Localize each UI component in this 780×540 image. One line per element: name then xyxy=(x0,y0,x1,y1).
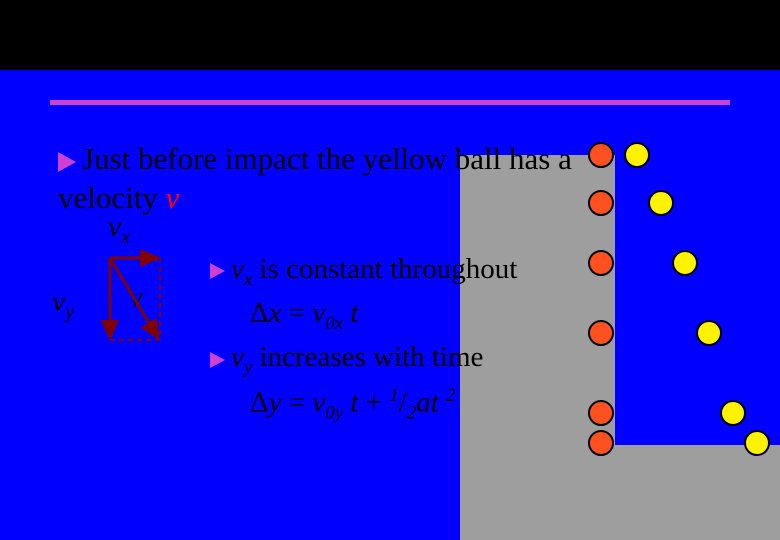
eq2-half-num: 1 xyxy=(389,385,398,406)
velocity-symbol: v xyxy=(166,180,180,215)
sub-bullet-2: vy increases with time xyxy=(210,338,640,380)
diamond-bullet-icon xyxy=(210,263,225,279)
b1-text: is constant throughout xyxy=(252,253,517,285)
eq2-half-den: 2 xyxy=(407,402,416,423)
eq2-t2: t xyxy=(431,386,439,418)
b2-text: increases with time xyxy=(252,341,483,373)
eq1-t: t xyxy=(350,297,358,329)
eq2-y: y xyxy=(269,386,282,418)
sub-bullet-1: vx is constant throughout xyxy=(210,250,640,292)
main-bullet: Just before impact the yellow ball has a… xyxy=(58,140,578,218)
eq2-delta: Δ xyxy=(250,386,269,418)
eq1-eq: = xyxy=(282,297,313,329)
eq2-a: a xyxy=(416,386,431,418)
equation-dy: Δy = v0y t + 1/2at 2 xyxy=(210,383,640,426)
eq2-expsp xyxy=(439,386,446,418)
eq2-v: v xyxy=(312,386,325,418)
vx-label: vx xyxy=(108,210,130,249)
vx-v: v xyxy=(108,210,121,243)
v-arrow xyxy=(110,258,158,338)
eq1-v: v xyxy=(312,297,325,329)
vy-v: v xyxy=(52,285,65,318)
eq1-delta: Δ xyxy=(250,297,269,329)
diamond-bullet-icon xyxy=(58,152,76,172)
eq1-x: x xyxy=(269,297,282,329)
b1-v: v xyxy=(231,253,244,285)
vy-label: vy xyxy=(52,285,74,324)
vy-sub: y xyxy=(65,302,74,323)
eq2-exp: 2 xyxy=(446,385,455,406)
sub-bullets: vx is constant throughout Δx = v0x t vy … xyxy=(210,250,640,428)
vx-sub: x xyxy=(121,227,130,248)
velocity-vector-diagram xyxy=(100,250,190,360)
b1-sub: x xyxy=(244,269,252,290)
eq2-eq: = xyxy=(282,386,313,418)
equation-dx: Δx = v0x t xyxy=(210,294,640,336)
eq2-vsub: 0y xyxy=(325,402,343,423)
b2-sub: y xyxy=(244,357,252,378)
main-bullet-text: Just before impact the yellow ball has a… xyxy=(58,141,572,215)
eq2-half-slash: / xyxy=(399,386,407,418)
eq1-vsub: 0x xyxy=(325,313,343,334)
eq2-plus: + xyxy=(358,386,389,418)
b2-v: v xyxy=(231,341,244,373)
diamond-bullet-icon xyxy=(210,352,225,368)
